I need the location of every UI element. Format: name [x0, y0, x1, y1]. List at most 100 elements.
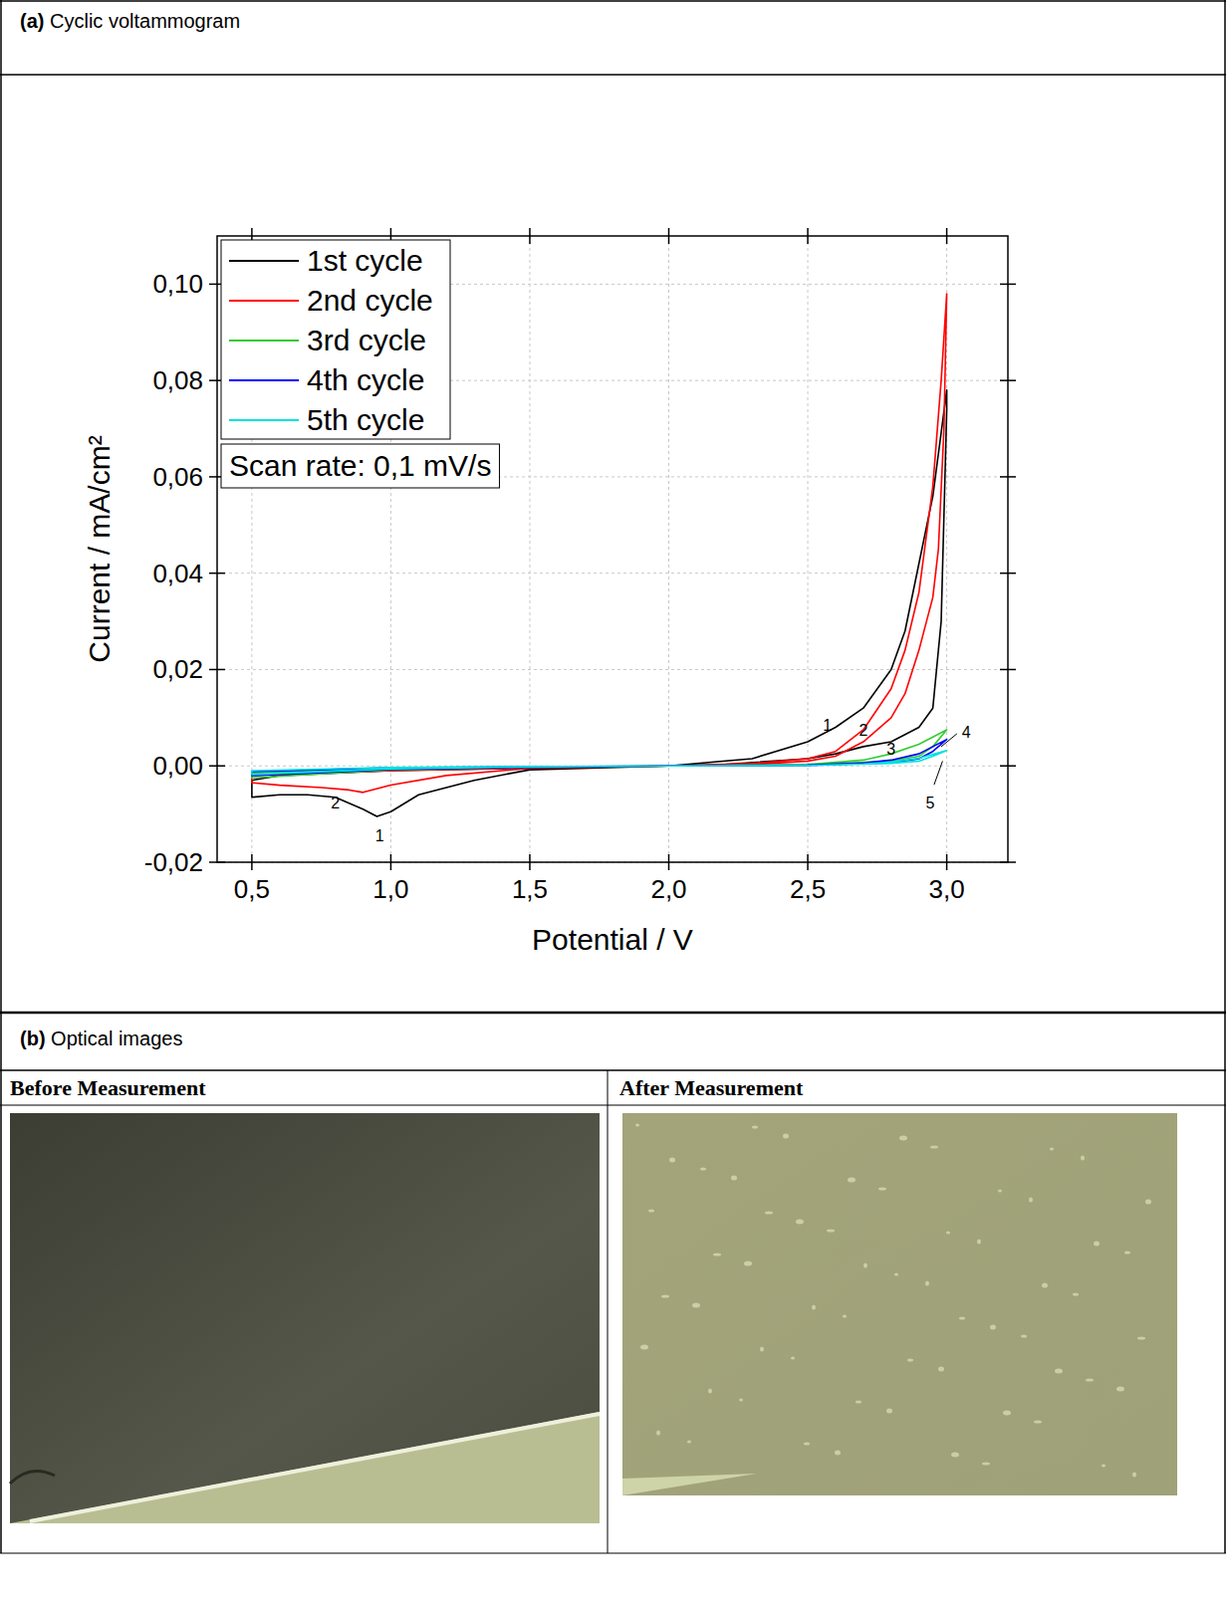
legend-label: 1st cycle [306, 244, 424, 277]
photo-speck [1124, 1251, 1131, 1255]
photo-speck [951, 1453, 960, 1459]
photo-speck [997, 1190, 1002, 1194]
photo-speck [1072, 1293, 1079, 1297]
photo-speck [842, 1315, 847, 1319]
grid-line [807, 236, 809, 863]
curve-label: 1 [822, 717, 832, 735]
photo-speck [899, 1136, 908, 1142]
photo-speck [743, 1261, 752, 1267]
photo-speck [981, 1463, 990, 1467]
cv-curve [251, 293, 948, 793]
border [0, 1069, 1226, 1072]
border [0, 1553, 1226, 1555]
image-caption: Before Measurement [9, 1075, 207, 1101]
legend-swatch [229, 419, 299, 422]
photo-speck [1041, 1283, 1048, 1289]
photo-speck [669, 1158, 676, 1164]
photo-speck [1054, 1369, 1063, 1375]
photo-speck [1020, 1335, 1027, 1339]
tick-label: 2,5 [789, 874, 826, 905]
photo-edge [622, 1473, 757, 1496]
photo-speck [826, 1229, 835, 1233]
curve-label: 5 [925, 794, 935, 812]
photo-speck [1093, 1241, 1100, 1247]
photo-speck [1145, 1200, 1152, 1206]
photo-speck [959, 1317, 966, 1321]
photo-speck [1002, 1411, 1011, 1417]
photo-speck [764, 1212, 773, 1216]
curve-label: 2 [858, 722, 868, 739]
axes: 0,51,01,52,02,53,0-0,020,000,020,040,060… [144, 228, 1016, 905]
leader-line [934, 760, 944, 785]
legend-box [221, 240, 451, 440]
photo-after [622, 1113, 1178, 1496]
x-axis-title: Potential / V [531, 923, 694, 957]
panel-letter: (a) [19, 9, 44, 32]
legend-swatch [229, 299, 299, 302]
panel-letter: (b) [19, 1027, 46, 1050]
panel-title-text: Optical images [45, 1027, 184, 1050]
photo-speck [731, 1176, 737, 1182]
tick-label: 0,08 [152, 365, 204, 396]
photo-speck [847, 1178, 856, 1184]
panel-title-text: Cyclic voltammogram [43, 9, 241, 32]
photo-speck [1101, 1465, 1106, 1469]
photo-speck [661, 1295, 670, 1299]
panel-title: (b) Optical images [19, 1027, 183, 1050]
legend-label: 4th cycle [306, 363, 425, 397]
leader-line [941, 734, 958, 747]
photo-speck [759, 1347, 764, 1353]
border [0, 0, 2, 1554]
data [251, 293, 948, 817]
curve-label: 1 [375, 827, 385, 845]
photo-speck [1132, 1472, 1137, 1478]
photo [9, 1113, 600, 1524]
photo-speck [687, 1441, 692, 1445]
tick-label: 0,10 [152, 268, 204, 299]
photo-speck [751, 1126, 758, 1130]
photo-speck [878, 1188, 887, 1192]
grid-line [668, 236, 670, 863]
tick-label: 0,5 [234, 874, 270, 905]
tick-label: 0,06 [152, 462, 204, 492]
legend-label: 5th cycle [306, 403, 425, 437]
photo-speck [989, 1325, 996, 1331]
photo-speck [855, 1401, 862, 1405]
photo-speck [1085, 1379, 1094, 1383]
photo-speck [640, 1345, 649, 1351]
photo-speck [738, 1399, 743, 1403]
photo-speck [656, 1431, 661, 1437]
image-caption: After Measurement [619, 1075, 804, 1101]
photo [622, 1113, 1178, 1496]
plot-frame [217, 236, 1008, 863]
tick-label: 2,0 [650, 874, 687, 905]
photo-speck [635, 1124, 640, 1128]
y-axis-title: Current / mA/cm² [82, 435, 116, 663]
border [0, 0, 1226, 2]
photo-speck [977, 1239, 981, 1245]
tick-label: -0,02 [144, 847, 204, 878]
photo-speck [1028, 1198, 1033, 1204]
tick-label: 0,00 [152, 750, 204, 781]
photo-speck [1137, 1337, 1146, 1341]
photo-speck [907, 1359, 914, 1363]
figure: (a) Cyclic voltammogram (b) Optical image… [0, 0, 1226, 1600]
photo-edge [9, 1412, 600, 1524]
photo-speck [782, 1134, 789, 1140]
tick-label: 1,5 [511, 874, 548, 905]
curve-label: 2 [330, 794, 340, 812]
photo-speck [713, 1253, 722, 1257]
photo-speck [834, 1451, 841, 1457]
tick-label: 0,02 [152, 654, 204, 685]
photo-speck [886, 1409, 893, 1415]
cv-curve [251, 739, 948, 776]
legend-swatch [229, 259, 299, 262]
photo-speck [692, 1303, 701, 1309]
photo-speck [894, 1273, 899, 1277]
legend: 1st cycle2nd cycle3rd cycle4th cycle5th … [221, 240, 451, 440]
photo-speck [925, 1281, 930, 1287]
cv-curve [251, 750, 948, 775]
photo-speck [795, 1220, 804, 1226]
legend-swatch [229, 379, 299, 382]
photo-speck [1080, 1156, 1085, 1162]
